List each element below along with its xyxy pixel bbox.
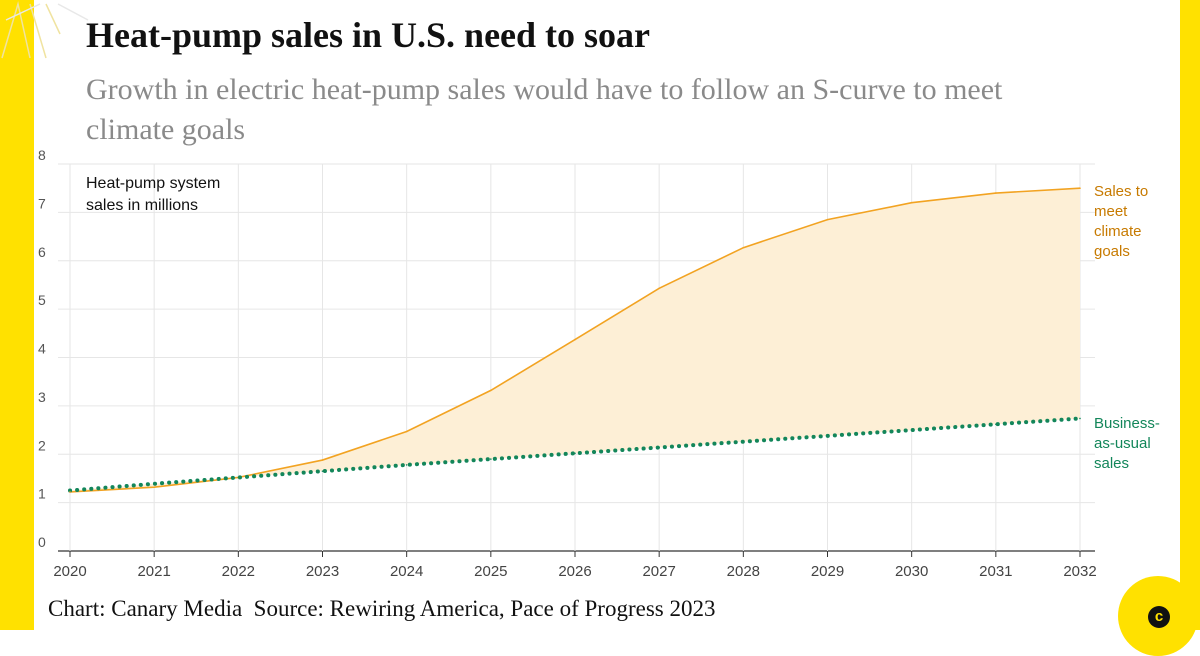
left-frame-bar <box>0 0 34 630</box>
y-tick-label: 4 <box>38 341 46 357</box>
corner-logo-mark <box>1 1 89 59</box>
x-tick-label: 2026 <box>558 563 591 580</box>
x-axis-ticks: 2020 2021 2022 2023 2024 2025 2026 2027 2028 2029… <box>53 563 1096 580</box>
data-point-climate <box>995 192 997 194</box>
data-point-bau <box>153 482 155 485</box>
right-frame-bar <box>1180 0 1200 630</box>
series-line-layer <box>68 187 1082 493</box>
data-point-bau <box>405 464 408 466</box>
data-point-bau <box>490 458 492 460</box>
series-label-climate-goals: climate <box>1094 223 1142 240</box>
y-tick-label: 5 <box>38 292 46 308</box>
x-tick-label: 2028 <box>727 563 760 580</box>
brand-badge: c <box>1118 576 1198 656</box>
data-point-bau <box>237 476 240 479</box>
data-point-climate <box>321 459 324 461</box>
data-point-climate <box>405 430 408 433</box>
y-tick-label: 6 <box>38 244 46 260</box>
x-tick-label: 2021 <box>137 563 170 580</box>
series-label-climate-goals: Sales to <box>1094 183 1148 200</box>
data-point-bau <box>910 429 913 431</box>
x-tick-label: 2020 <box>53 563 86 580</box>
x-tick-label: 2023 <box>306 563 339 580</box>
y-tick-label: 3 <box>38 389 46 405</box>
y-tick-label: 2 <box>38 437 46 453</box>
y-axis-label-line: Heat-pump system <box>86 175 220 192</box>
series-label-business-as-usual: Business- <box>1094 415 1160 432</box>
series-label-business-as-usual: sales <box>1094 455 1129 472</box>
x-tick-label: 2030 <box>895 563 928 580</box>
chart-subtitle: Growth in electric heat-pump sales would… <box>86 73 1003 146</box>
x-tick-label: 2025 <box>474 563 507 580</box>
data-point-climate <box>69 491 71 493</box>
data-point-bau <box>826 435 829 437</box>
data-point-climate <box>826 218 829 221</box>
y-axis-label: Heat-pump system sales in millions <box>86 175 220 214</box>
data-point-bau <box>574 452 576 455</box>
x-tick-label: 2027 <box>642 563 675 580</box>
series-label-climate-goals: meet <box>1094 203 1128 220</box>
data-point-bau <box>1079 417 1081 420</box>
data-point-climate <box>490 389 492 392</box>
data-point-bau <box>742 440 745 443</box>
x-tick-label: 2024 <box>390 563 423 580</box>
y-tick-label: 1 <box>38 486 46 502</box>
data-point-climate <box>910 201 913 204</box>
series-label-business-as-usual: as-usual <box>1094 435 1151 452</box>
data-point-climate <box>1079 187 1081 189</box>
series-labels: Sales to meet climate goals Business-as-usua… <box>1094 183 1160 472</box>
chart-title: Heat-pump sales in U.S. need to soar <box>86 15 651 55</box>
data-point-climate <box>574 338 576 341</box>
data-point-climate <box>742 246 745 249</box>
data-point-bau <box>658 446 660 449</box>
x-tick-label: 2031 <box>979 563 1012 580</box>
series-label-climate-goals: goals <box>1094 243 1130 260</box>
x-tick-label: 2029 <box>811 563 844 580</box>
data-point-climate <box>658 287 660 290</box>
y-tick-label: 8 <box>38 147 46 163</box>
brand-letter-icon: c <box>1148 606 1170 628</box>
x-tick-label: 2022 <box>222 563 255 580</box>
chart-source-footer: Chart: Canary Media Source: Rewiring Ame… <box>48 596 716 621</box>
y-axis-label-line: sales in millions <box>86 197 198 214</box>
x-tick-label: 2032 <box>1063 563 1096 580</box>
data-point-bau <box>321 470 324 472</box>
data-point-bau <box>69 489 71 492</box>
y-axis-ticks: 0 1 2 3 4 5 6 7 8 <box>38 147 46 550</box>
data-point-climate <box>153 486 155 488</box>
y-tick-label: 7 <box>38 195 46 211</box>
data-point-bau <box>995 423 997 426</box>
y-tick-label: 0 <box>38 534 46 550</box>
